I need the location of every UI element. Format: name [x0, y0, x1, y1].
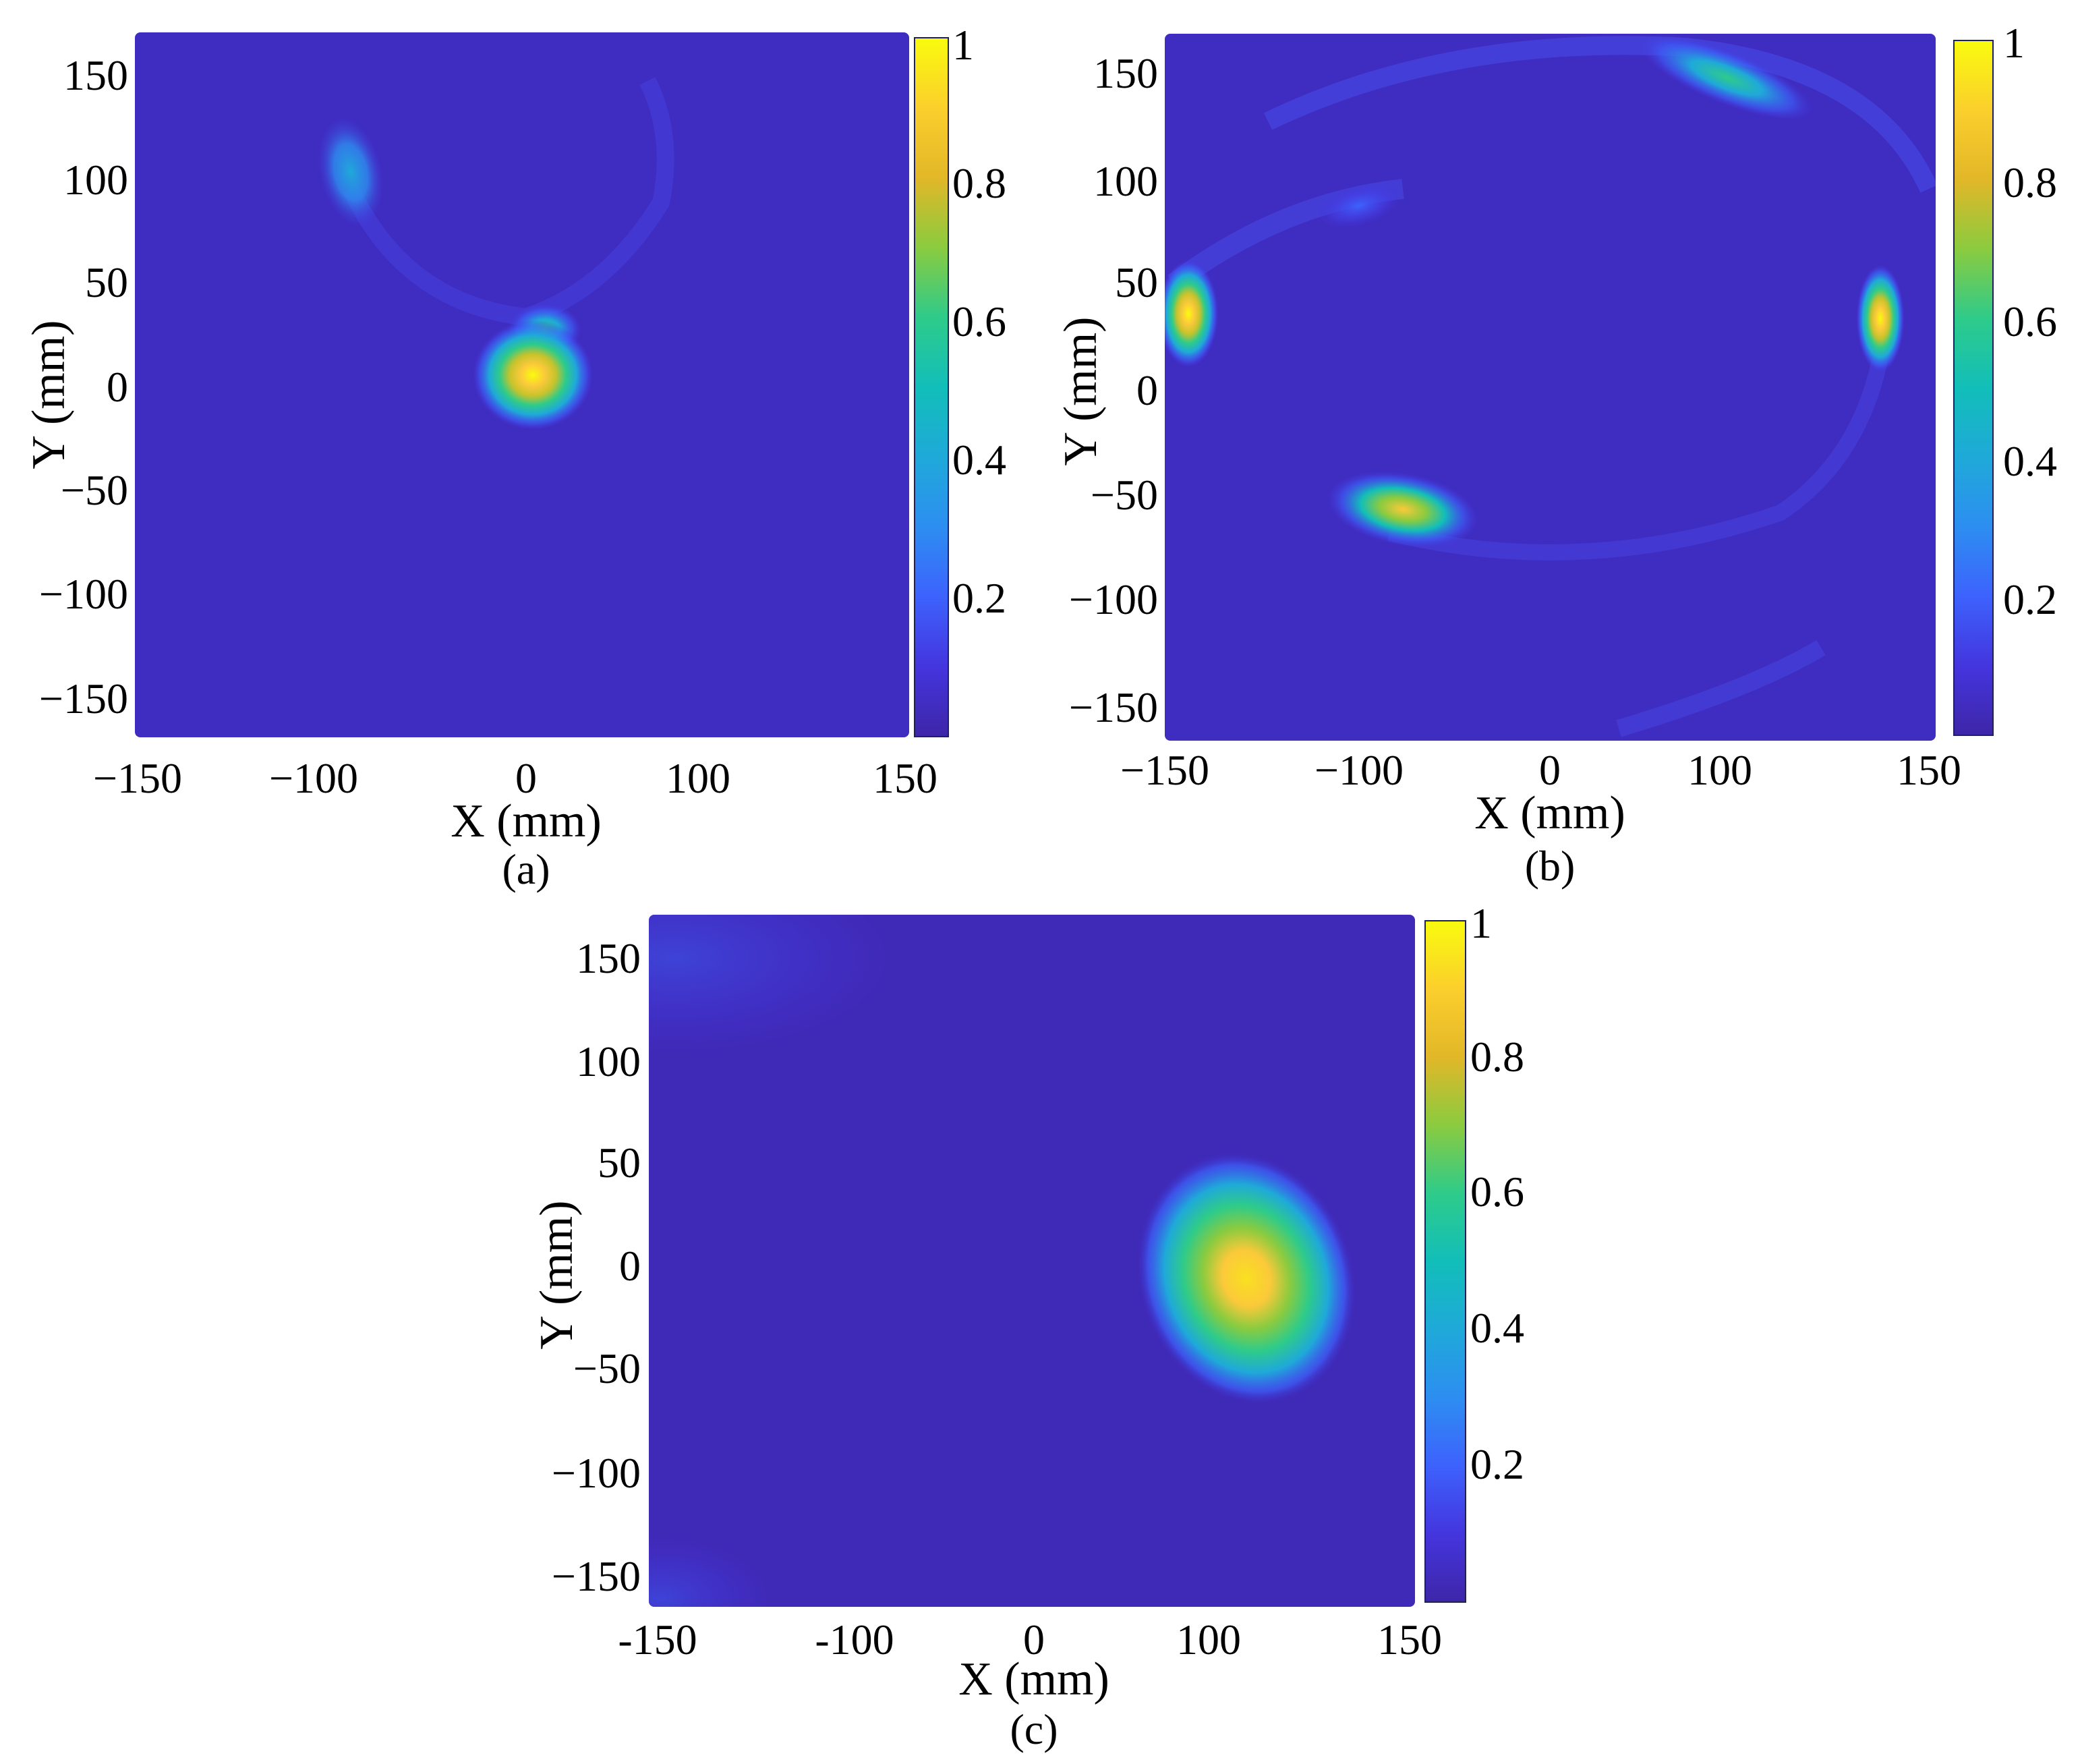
y-ticks-a: 150 100 50 0 −50 −100 −150: [39, 51, 128, 722]
panel-a: −150 −100 0 100 150 150 100 50 0 −50 −10…: [23, 21, 1006, 893]
y-tick: 150: [576, 934, 641, 982]
y-tick: 0: [619, 1242, 641, 1290]
hotspot-c-main: [1136, 1152, 1356, 1404]
x-tick: −100: [1315, 746, 1404, 794]
y-tick: 100: [1093, 157, 1158, 205]
hotspot-b-right: [1856, 264, 1905, 372]
panel-c: -150 -100 0 100 150 150 100 50 0 −50 −10…: [531, 899, 1524, 1753]
cbar-tick: 0.6: [952, 297, 1006, 345]
y-tick: 0: [1136, 366, 1158, 414]
y-tick: −150: [552, 1552, 641, 1600]
faint-corner-c-bottom: [649, 1538, 769, 1607]
panel-label-a: (a): [502, 845, 550, 893]
x-tick: −100: [269, 754, 358, 802]
hotspot-b-top: [1638, 34, 1815, 121]
faint-arc-a: [343, 77, 674, 326]
cbar-tick: 0.4: [2003, 437, 2057, 485]
hotspot-b-left: [1165, 260, 1219, 368]
cbar-tick: 1: [2003, 19, 2025, 67]
cbar-tick: 0.4: [1470, 1304, 1524, 1352]
x-tick: 150: [1897, 746, 1961, 794]
y-axis-label-a: Y (mm): [23, 320, 75, 470]
hotspot-b-bottom-left: [1326, 470, 1480, 548]
y-tick: −150: [39, 675, 128, 722]
faint-arc-b-lower: [1616, 639, 1826, 737]
colorbar-b: [1953, 40, 1994, 736]
y-tick: −50: [1091, 471, 1158, 519]
heatmap-c: [649, 915, 1415, 1607]
y-tick: 150: [1093, 49, 1158, 97]
cbar-tick: 0.8: [952, 159, 1006, 207]
cbar-tick: 1: [952, 21, 974, 69]
cbar-tick: 0.2: [952, 574, 1006, 622]
panel-b: −150 −100 0 100 150 150 100 50 0 −50 −10…: [1055, 19, 2057, 890]
x-tick: 100: [666, 754, 730, 802]
x-ticks-a: −150 −100 0 100 150: [93, 754, 937, 802]
y-tick: −150: [1069, 683, 1158, 731]
cbar-ticks-c: 0.2 0.4 0.6 0.8 1: [1470, 899, 1524, 1488]
cbar-tick: 0.2: [1470, 1440, 1524, 1488]
y-tick: −100: [552, 1449, 641, 1497]
hotspot-b-faint: [1316, 183, 1402, 229]
x-axis-label-a: X (mm): [451, 795, 602, 847]
panel-label-b: (b): [1525, 842, 1576, 890]
y-tick: 100: [63, 156, 128, 204]
x-axis-label-b: X (mm): [1474, 787, 1625, 839]
cbar-tick: 0.6: [2003, 297, 2057, 345]
x-tick: 0: [1023, 1616, 1045, 1663]
x-tick: −150: [1120, 746, 1209, 794]
heatmap-a-features: [316, 77, 674, 430]
y-ticks-c: 150 100 50 0 −50 −100 −150: [552, 934, 641, 1600]
cbar-tick: 0.8: [2003, 159, 2057, 206]
cbar-tick: 1: [1470, 899, 1492, 947]
cbar-tick: 0.4: [952, 436, 1006, 484]
x-ticks-b: −150 −100 0 100 150: [1120, 746, 1961, 794]
y-axis-label-b: Y (mm): [1055, 317, 1107, 466]
y-tick: 0: [107, 363, 128, 411]
x-tick: 150: [1377, 1616, 1442, 1663]
y-ticks-b: 150 100 50 0 −50 −100 −150: [1069, 49, 1158, 731]
heatmap-b: [1165, 34, 1936, 741]
x-tick: -150: [618, 1616, 697, 1663]
x-tick: 100: [1176, 1616, 1241, 1663]
y-tick: 50: [85, 258, 128, 306]
heatmap-c-features: [649, 915, 1356, 1607]
colorbar-c: [1424, 920, 1466, 1603]
cbar-ticks-a: 0.2 0.4 0.6 0.8 1: [952, 21, 1006, 622]
y-tick: −100: [39, 570, 128, 618]
cbar-tick: 0.2: [2003, 575, 2057, 623]
panel-label-c: (c): [1010, 1705, 1058, 1753]
x-ticks-c: -150 -100 0 100 150: [618, 1616, 1442, 1663]
hotspot-a-secondary: [316, 115, 385, 229]
cbar-tick: 0.8: [1470, 1033, 1524, 1081]
faint-corner-c-top: [649, 915, 890, 1052]
x-tick: 150: [873, 754, 937, 802]
cbar-tick: 0.6: [1470, 1168, 1524, 1216]
y-tick: 100: [576, 1037, 641, 1085]
y-tick: 50: [1115, 258, 1158, 306]
x-tick: -100: [815, 1616, 894, 1663]
heatmap-b-features: [1165, 34, 1936, 737]
x-tick: 0: [515, 754, 537, 802]
hotspot-a-main: [472, 320, 594, 430]
x-tick: 100: [1687, 746, 1752, 794]
y-axis-label-c: Y (mm): [531, 1201, 583, 1350]
cbar-ticks-b: 0.2 0.4 0.6 0.8 1: [2003, 19, 2057, 623]
x-tick: −150: [93, 754, 182, 802]
y-tick: 150: [63, 51, 128, 99]
x-tick: 0: [1539, 746, 1561, 794]
faint-arc-b-bottom: [1387, 349, 1890, 561]
y-tick: −50: [573, 1344, 641, 1392]
colorbar-a: [914, 37, 949, 737]
y-tick: 50: [598, 1139, 641, 1187]
x-axis-label-c: X (mm): [958, 1653, 1109, 1705]
y-tick: −100: [1069, 575, 1158, 623]
y-tick: −50: [61, 466, 128, 514]
